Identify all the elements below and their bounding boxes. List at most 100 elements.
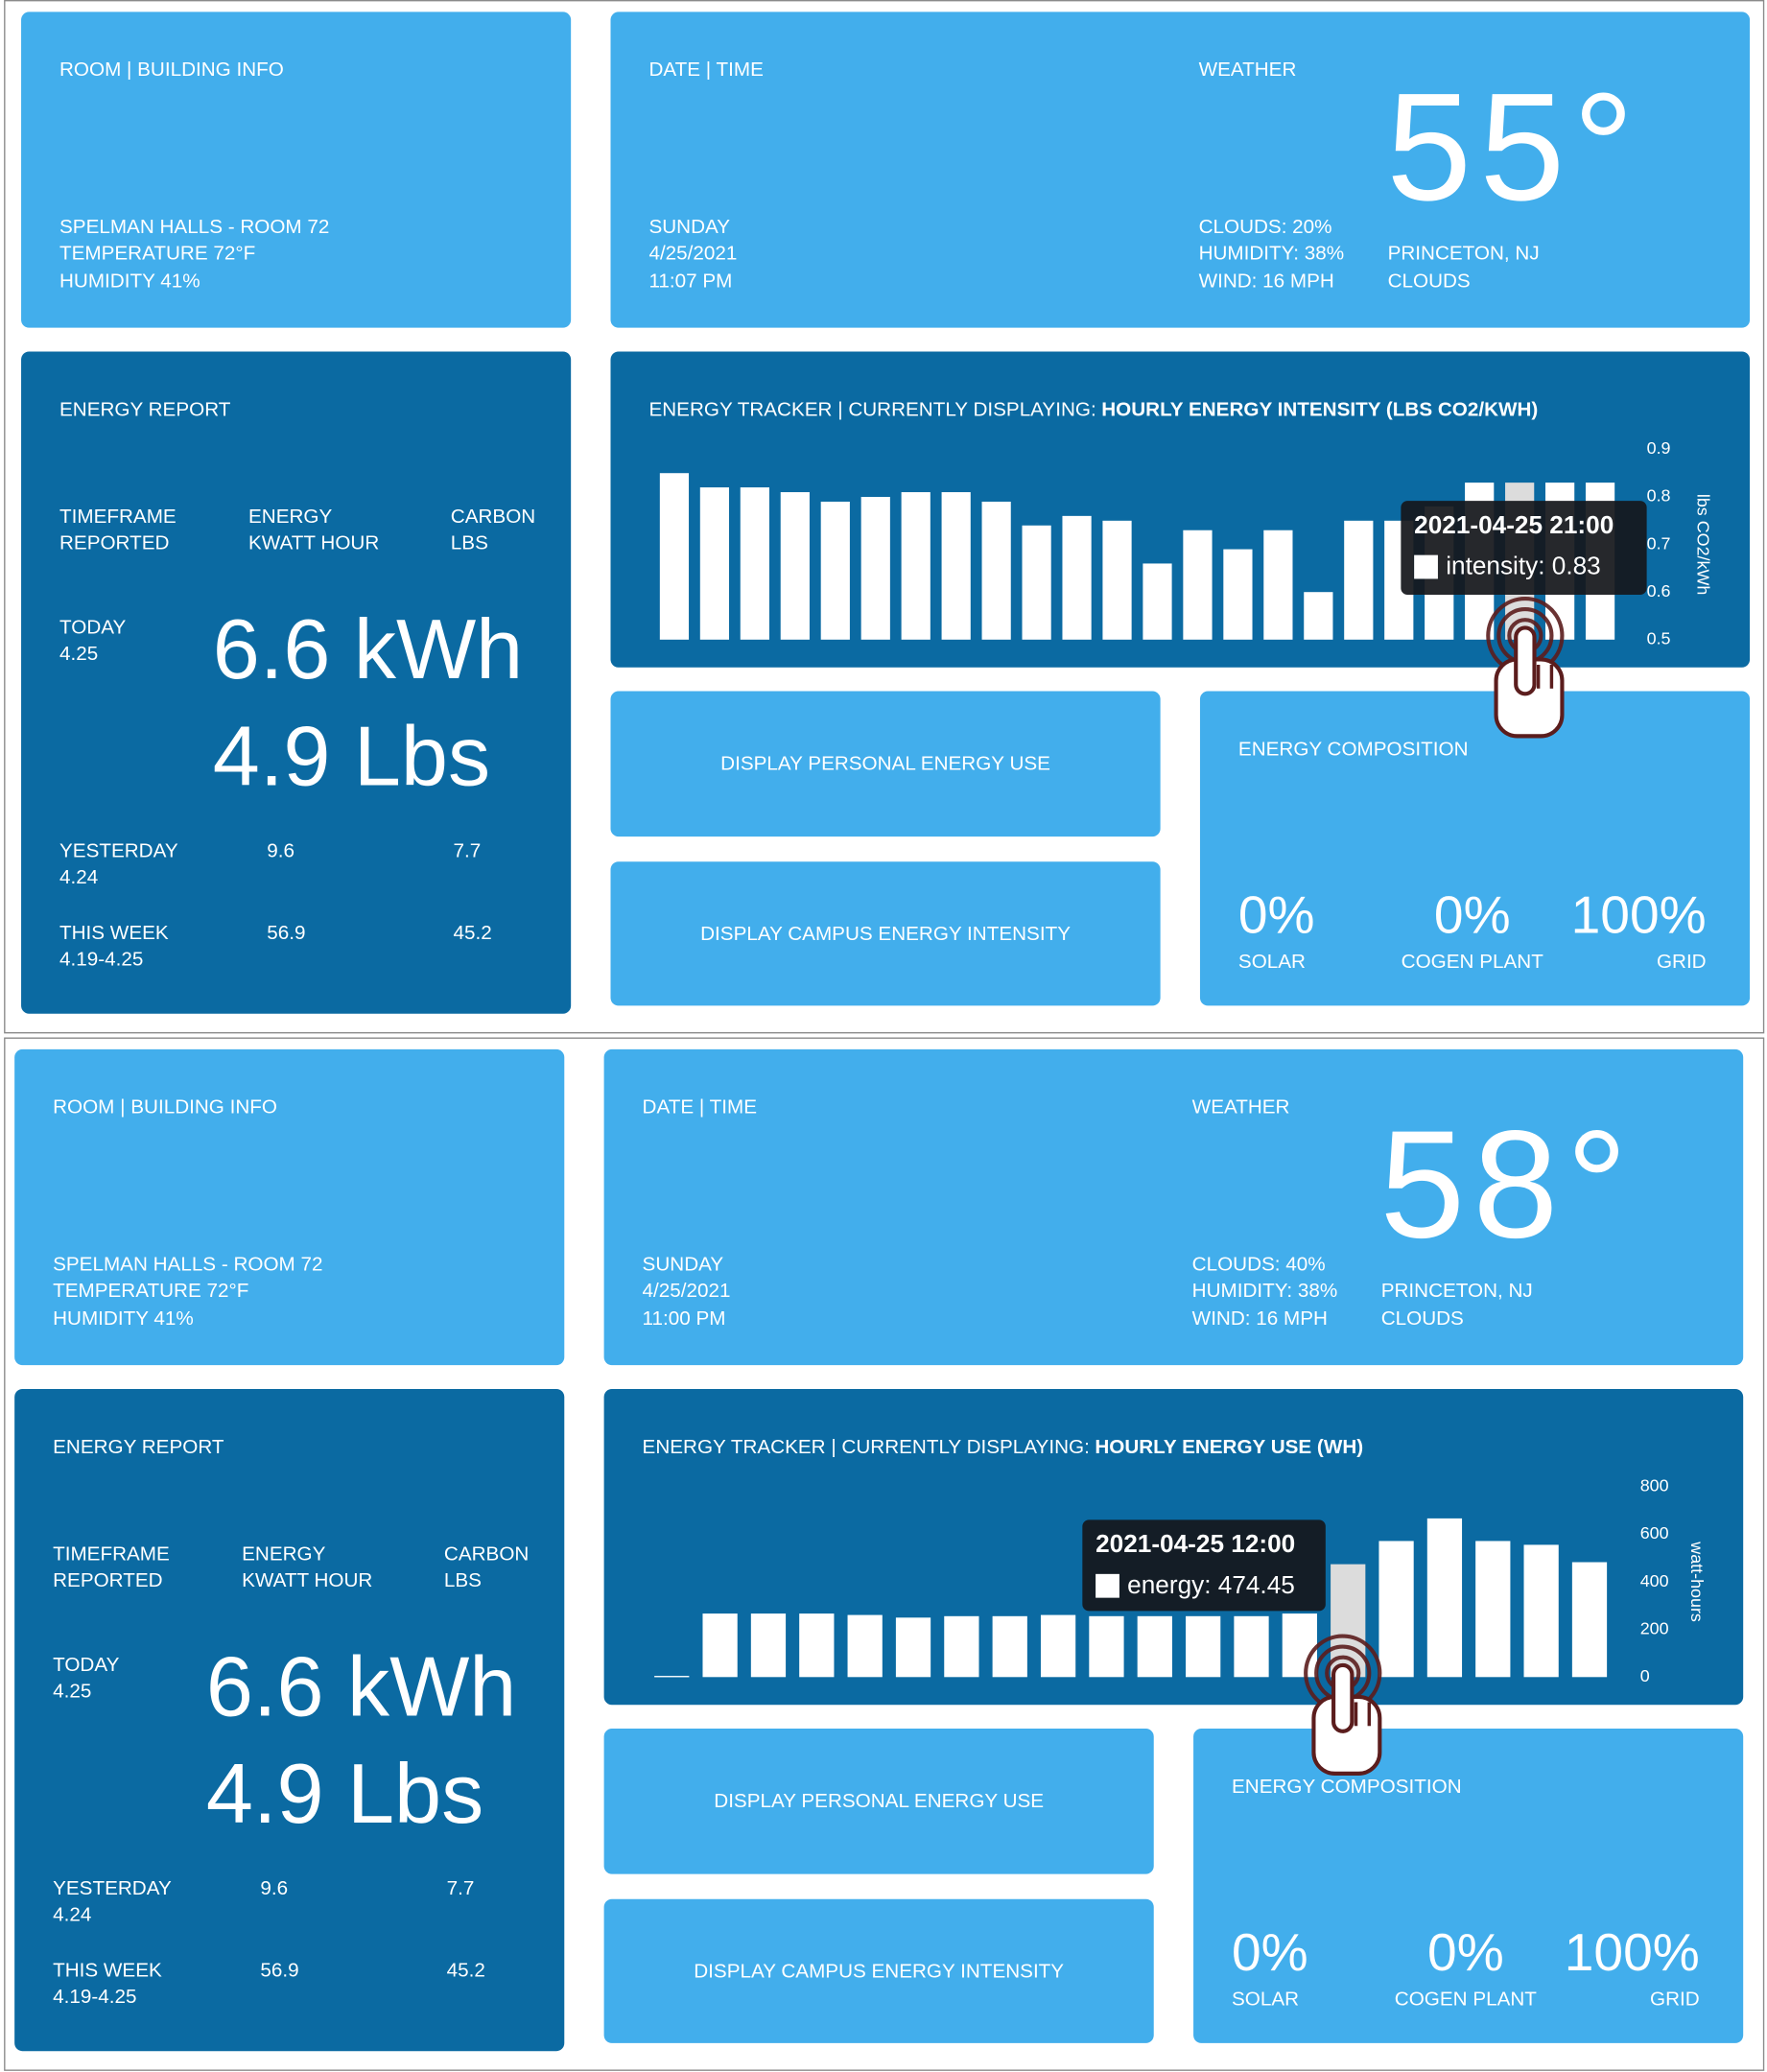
room-info: SPELMAN HALLS - ROOM 72 <box>53 1253 323 1277</box>
datetime-info: SUNDAY <box>648 216 731 239</box>
today-carbon: 4.9 Lbs <box>212 708 491 804</box>
timeframe: YESTERDAY <box>59 839 178 862</box>
bar <box>1062 515 1092 640</box>
bar <box>780 492 810 640</box>
bar <box>654 1676 690 1678</box>
composition-label: COGEN PLANT <box>1394 1988 1537 2012</box>
composition-value: 0% <box>1427 1923 1504 1983</box>
temperature: 58° <box>1379 1097 1636 1270</box>
bar <box>1186 1615 1221 1678</box>
timeframe: TODAY <box>59 616 127 640</box>
tooltip-label: energy: 474.45 <box>1127 1571 1295 1600</box>
touch-cursor <box>1304 1634 1382 1776</box>
weather-condition: HUMIDITY: 38% <box>1191 1280 1338 1303</box>
bar <box>1282 1613 1317 1678</box>
panel-title: ROOM | BUILDING INFO <box>53 1095 277 1119</box>
hand-finger <box>1331 1662 1355 1733</box>
timeframe: TODAY <box>53 1654 120 1677</box>
column-header: ENERGY <box>248 505 333 529</box>
bar <box>1223 549 1253 640</box>
button-label: DISPLAY CAMPUS ENERGY INTENSITY <box>700 922 1071 946</box>
y-tick-label: 800 <box>1640 1476 1669 1495</box>
bar <box>1102 520 1132 640</box>
bar <box>895 1617 931 1678</box>
timeframe: 4.19-4.25 <box>59 948 144 971</box>
weather-condition: CLOUDS: 20% <box>1198 216 1332 239</box>
timeframe: YESTERDAY <box>53 1877 172 1900</box>
energy-value: 9.6 <box>260 1877 289 1900</box>
y-tick-label: 0.6 <box>1647 581 1671 600</box>
energy-report-panel <box>21 351 572 1014</box>
composition-value: 100% <box>1564 1923 1700 1983</box>
bar <box>799 1613 835 1678</box>
panel-title: ENERGY COMPOSITION <box>1237 738 1469 761</box>
composition-value: 100% <box>1570 886 1707 946</box>
bar <box>702 1613 738 1678</box>
column-header: KWATT HOUR <box>248 531 380 554</box>
bar <box>1344 520 1374 640</box>
bar <box>750 1613 787 1678</box>
carbon-value: 45.2 <box>453 921 492 945</box>
timeframe: 4.24 <box>53 1903 92 1926</box>
button-label: DISPLAY CAMPUS ENERGY INTENSITY <box>694 1960 1065 1983</box>
room-info: SPELMAN HALLS - ROOM 72 <box>59 216 330 239</box>
column-header: CARBON <box>450 505 536 529</box>
y-tick-label: 0.5 <box>1647 629 1671 648</box>
composition-value: 0% <box>1237 886 1315 946</box>
composition-label: GRID <box>1656 951 1707 974</box>
bar <box>860 497 890 640</box>
panel-title: ROOM | BUILDING INFO <box>59 59 284 82</box>
tooltip-title: 2021-04-25 21:00 <box>1414 511 1614 540</box>
button[interactable]: DISPLAY CAMPUS ENERGY INTENSITY <box>603 1898 1154 2043</box>
column-header: TIMEFRAME <box>59 505 177 529</box>
carbon-value: 45.2 <box>446 1959 485 1982</box>
bar <box>1022 525 1051 640</box>
bar <box>992 1615 1027 1678</box>
datetime-info: SUNDAY <box>642 1253 724 1277</box>
column-header: TIMEFRAME <box>53 1542 170 1566</box>
chart-title-text: ENERGY TRACKER | CURRENTLY DISPLAYING: <box>648 398 1096 421</box>
chart-title-text: ENERGY TRACKER | CURRENTLY DISPLAYING: <box>642 1435 1090 1459</box>
weather-location: CLOUDS <box>1387 270 1471 294</box>
button[interactable]: DISPLAY CAMPUS ENERGY INTENSITY <box>610 861 1161 1006</box>
tooltip-swatch <box>1096 1573 1119 1598</box>
button[interactable]: DISPLAY PERSONAL ENERGY USE <box>610 691 1161 837</box>
panel-title: ENERGY REPORT <box>59 398 231 421</box>
y-axis-label: lbs CO2/kWh <box>1694 494 1713 595</box>
column-header: CARBON <box>443 1542 530 1566</box>
bar <box>699 487 730 640</box>
weather-condition: WIND: 16 MPH <box>1198 270 1334 294</box>
tooltip: 2021-04-25 12:00 energy: 474.45 <box>1082 1519 1326 1612</box>
datetime-weather-panel <box>610 12 1751 328</box>
y-tick-label: 0.7 <box>1647 533 1671 553</box>
datetime-info: 4/25/2021 <box>648 242 738 266</box>
weather-location: PRINCETON, NJ <box>1387 242 1540 266</box>
weather-condition: CLOUDS: 40% <box>1191 1253 1326 1277</box>
panel-title: WEATHER <box>1198 59 1297 82</box>
room-panel <box>14 1048 565 1366</box>
composition-label: SOLAR <box>1237 951 1306 974</box>
bar <box>941 492 971 640</box>
energy-composition-panel <box>1199 691 1751 1006</box>
panel-title: DATE | TIME <box>648 59 764 82</box>
tooltip: 2021-04-25 21:00 intensity: 0.83 <box>1401 501 1647 595</box>
panel-title: ENERGY REPORT <box>53 1435 224 1459</box>
bar <box>1040 1614 1076 1678</box>
composition-value: 0% <box>1433 886 1511 946</box>
timeframe: THIS WEEK <box>59 921 169 945</box>
weather-condition: HUMIDITY: 38% <box>1198 242 1345 266</box>
timeframe: 4.25 <box>59 643 99 666</box>
panel-title: ENERGY COMPOSITION <box>1232 1775 1462 1799</box>
temperature: 55° <box>1386 60 1642 233</box>
button[interactable]: DISPLAY PERSONAL ENERGY USE <box>603 1729 1154 1874</box>
y-tick-label: 0.8 <box>1647 486 1671 506</box>
button-label: DISPLAY PERSONAL ENERGY USE <box>720 752 1050 776</box>
room-info: HUMIDITY 41% <box>59 270 200 294</box>
bar <box>1426 1518 1463 1678</box>
bar <box>1137 1615 1172 1678</box>
column-header: REPORTED <box>59 531 170 554</box>
today-carbon: 4.9 Lbs <box>205 1745 484 1842</box>
datetime-info: 4/25/2021 <box>642 1280 731 1303</box>
carbon-value: 7.7 <box>446 1877 475 1900</box>
y-tick-label: 600 <box>1640 1523 1669 1542</box>
